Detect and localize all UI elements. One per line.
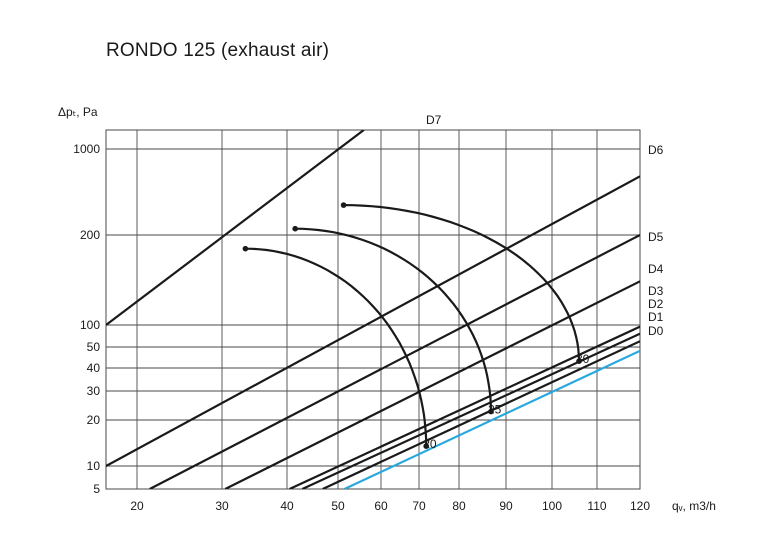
- x-tick-label: 50: [331, 499, 345, 513]
- sound-curve-start-point: [292, 225, 298, 232]
- sound-curve-30: [343, 204, 581, 362]
- sound-curve-end-point: [423, 443, 430, 449]
- x-tick-label: 70: [412, 499, 426, 513]
- x-tick-label: 80: [452, 499, 466, 513]
- sound-curve-label-20: 20: [423, 437, 437, 451]
- x-tick-label: 90: [499, 499, 513, 513]
- sound-curve-label-30: 30: [576, 352, 590, 366]
- x-tick-label: 30: [215, 499, 229, 513]
- series-label-d7: D7: [426, 113, 442, 127]
- series-line-d6: [106, 175, 640, 467]
- series-label-d3: D3: [648, 284, 664, 298]
- sound-curve-20: [245, 247, 428, 447]
- sound-curve-end-point: [576, 358, 582, 364]
- x-tick-label: 60: [374, 499, 388, 513]
- x-tick-label: 20: [130, 499, 144, 513]
- x-tick-labels: 20 30 40 50 60 70 80 90 100 110 120: [130, 499, 650, 513]
- grid: [105, 129, 641, 490]
- sound-curve-start-point: [340, 202, 347, 208]
- sound-curves: [245, 204, 581, 447]
- chart-title: RONDO 125 (exhaust air): [106, 40, 330, 61]
- sound-curve-labels: 20 25 30: [242, 202, 590, 451]
- y-tick-label: 1000: [73, 142, 100, 156]
- x-tick-label: 110: [587, 499, 606, 513]
- y-tick-label: 100: [80, 318, 100, 332]
- series-label-d2: D2: [648, 297, 664, 311]
- series-label-d0: D0: [648, 324, 664, 338]
- series-line-d0: [343, 349, 640, 489]
- sound-curve-label-25: 25: [488, 403, 502, 417]
- series-lines: [106, 130, 640, 489]
- series-line-d4: [224, 280, 640, 489]
- y-tick-label: 200: [80, 228, 100, 242]
- series-line-d3: [289, 325, 640, 489]
- plot-frame: [105, 129, 641, 490]
- x-tick-label: 120: [630, 499, 650, 513]
- sound-curve-25: [295, 227, 493, 412]
- series-line-d1: [322, 340, 640, 489]
- series-label-d4: D4: [648, 262, 664, 276]
- y-tick-labels: 1000 200 100 50 40 30 20 10 5: [73, 142, 100, 496]
- y-tick-label: 5: [93, 482, 100, 496]
- y-tick-label: 10: [87, 459, 101, 473]
- series-label-d1: D1: [648, 310, 664, 324]
- series-line-d2: [301, 332, 640, 489]
- y-tick-label: 50: [87, 340, 101, 354]
- series-label-d6: D6: [648, 143, 664, 157]
- x-tick-label: 100: [542, 499, 562, 513]
- sound-curve-end-point: [488, 408, 494, 415]
- y-tick-label: 30: [87, 384, 101, 398]
- y-axis-label: Δpₜ, Pa: [58, 105, 98, 119]
- x-tick-label: 40: [280, 499, 294, 513]
- series-line-d5: [149, 234, 640, 489]
- series-label-d5: D5: [648, 230, 664, 244]
- sound-curve-start-point: [242, 245, 249, 252]
- series-line-d7: [106, 130, 365, 326]
- y-tick-label: 20: [87, 413, 101, 427]
- y-tick-label: 40: [87, 361, 101, 375]
- x-axis-label: qᵥ, m3/h: [672, 499, 716, 513]
